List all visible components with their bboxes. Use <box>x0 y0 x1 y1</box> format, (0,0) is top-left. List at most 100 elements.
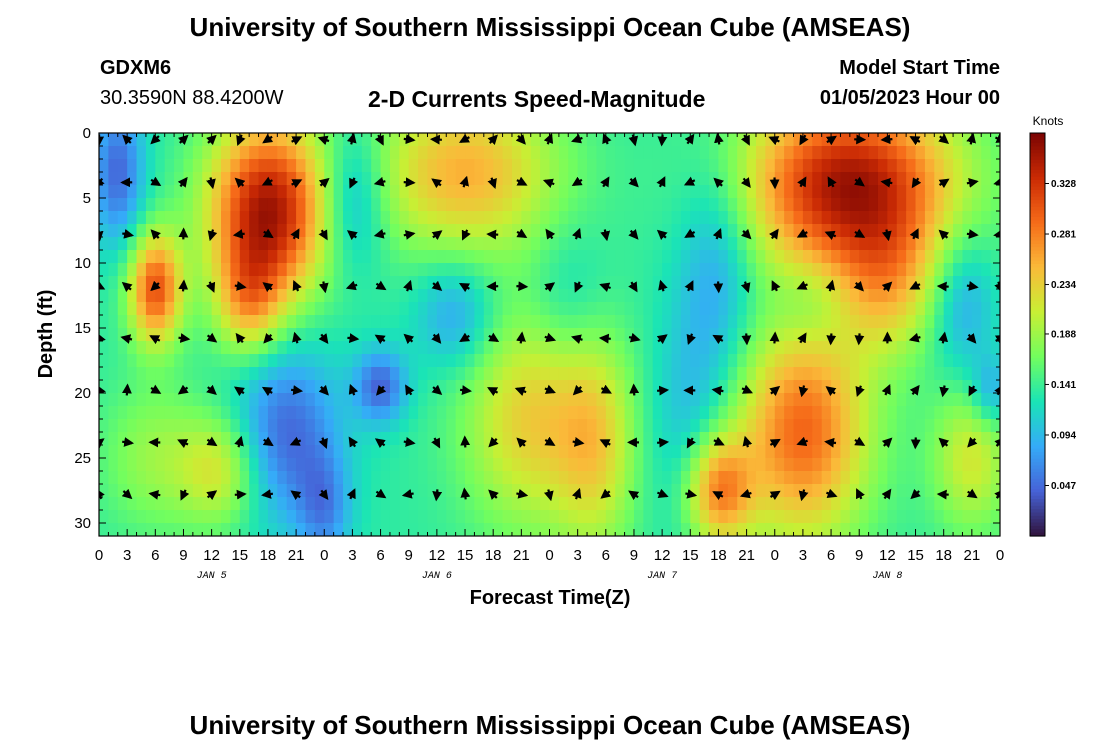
heatmap-cell <box>474 328 485 342</box>
heatmap-cell <box>343 185 354 199</box>
colorbar-segment <box>1030 314 1045 319</box>
heatmap-cell <box>924 146 935 160</box>
heatmap-cell <box>192 146 203 160</box>
heatmap-cell <box>127 237 138 251</box>
heatmap-cell <box>483 484 494 498</box>
heatmap-cell <box>389 211 400 225</box>
colorbar-segment <box>1030 337 1045 342</box>
heatmap-cell <box>680 328 691 342</box>
heatmap-cell <box>174 263 185 277</box>
heatmap-cell <box>953 263 964 277</box>
heatmap-cell <box>896 133 907 147</box>
heatmap-cell <box>127 419 138 433</box>
heatmap-cell <box>568 510 579 524</box>
heatmap-cell <box>662 406 673 420</box>
heatmap-cell <box>164 237 175 251</box>
heatmap-cell <box>821 237 832 251</box>
heatmap-cell <box>502 289 513 303</box>
heatmap-cell <box>971 237 982 251</box>
heatmap-cell <box>690 133 701 147</box>
heatmap-cell <box>418 484 429 498</box>
heatmap-cell <box>314 289 325 303</box>
heatmap-cell <box>286 328 297 342</box>
heatmap-cell <box>221 406 231 420</box>
heatmap-cell <box>840 315 851 329</box>
heatmap-cell <box>352 510 363 524</box>
heatmap-cell <box>502 419 513 433</box>
heatmap-cell <box>145 263 156 277</box>
heatmap-cell <box>624 445 635 459</box>
heatmap-cell <box>99 510 109 524</box>
heatmap-cell <box>530 432 541 446</box>
heatmap-cell <box>802 289 813 303</box>
heatmap-cell <box>765 185 776 199</box>
heatmap-cell <box>755 198 766 212</box>
current-arrow <box>403 177 416 188</box>
heatmap-cell <box>662 393 673 407</box>
heatmap-cell <box>399 432 410 446</box>
heatmap-cell <box>127 172 138 186</box>
heatmap-cell <box>183 380 194 394</box>
heatmap-cell <box>99 393 109 407</box>
heatmap-cell <box>221 328 231 342</box>
heatmap-cell <box>549 133 560 147</box>
y-tick-label: 20 <box>74 385 91 402</box>
current-arrow <box>120 334 133 344</box>
heatmap-cell <box>221 484 231 498</box>
heatmap-cell <box>343 367 354 381</box>
heatmap-cell <box>615 198 626 212</box>
heatmap-cell <box>258 419 269 433</box>
heatmap-cell <box>859 328 870 342</box>
heatmap-cell <box>924 497 935 511</box>
heatmap-cell <box>652 198 663 212</box>
heatmap-cell <box>465 159 476 173</box>
heatmap-cell <box>155 445 166 459</box>
heatmap-cell <box>108 263 119 277</box>
heatmap-cell <box>239 458 250 472</box>
heatmap-cell <box>99 367 109 381</box>
heatmap-cell <box>587 276 598 290</box>
heatmap-cell <box>267 263 278 277</box>
heatmap-cell <box>333 341 344 355</box>
heatmap-cell <box>314 159 325 173</box>
heatmap-cell <box>877 341 888 355</box>
heatmap-cell <box>558 250 569 264</box>
heatmap-cell <box>221 341 231 355</box>
colorbar-segment <box>1030 190 1045 195</box>
heatmap-cell <box>906 523 917 536</box>
current-arrow <box>796 228 808 238</box>
heatmap-cell <box>821 185 832 199</box>
heatmap-cell <box>934 276 945 290</box>
heatmap-cell <box>446 159 457 173</box>
heatmap-cell <box>117 393 128 407</box>
heatmap-cell <box>755 471 766 485</box>
heatmap-cell <box>511 406 522 420</box>
heatmap-cell <box>596 406 607 420</box>
heatmap-cell <box>314 315 325 329</box>
heatmap-cell <box>831 458 842 472</box>
heatmap-cell <box>568 328 579 342</box>
heatmap-cell <box>671 458 682 472</box>
heatmap-cell <box>812 419 823 433</box>
heatmap-cell <box>633 185 644 199</box>
heatmap-cell <box>465 471 476 485</box>
heatmap-cell <box>305 276 316 290</box>
heatmap-cell <box>774 315 785 329</box>
heatmap-cell <box>333 133 344 147</box>
heatmap-cell <box>192 497 203 511</box>
heatmap-cell <box>877 393 888 407</box>
heatmap-cell <box>361 393 372 407</box>
heatmap-cell <box>699 276 710 290</box>
heatmap-cell <box>380 250 391 264</box>
colorbar-segment <box>1030 317 1045 322</box>
heatmap-cell <box>624 497 635 511</box>
heatmap-cell <box>906 510 917 524</box>
heatmap-cell <box>465 237 476 251</box>
heatmap-cell <box>906 315 917 329</box>
current-arrow <box>318 333 329 344</box>
heatmap-cell <box>183 432 194 446</box>
heatmap-cell <box>305 523 316 536</box>
current-arrow <box>909 384 920 396</box>
colorbar-segment <box>1030 472 1045 477</box>
heatmap-cell <box>727 367 738 381</box>
